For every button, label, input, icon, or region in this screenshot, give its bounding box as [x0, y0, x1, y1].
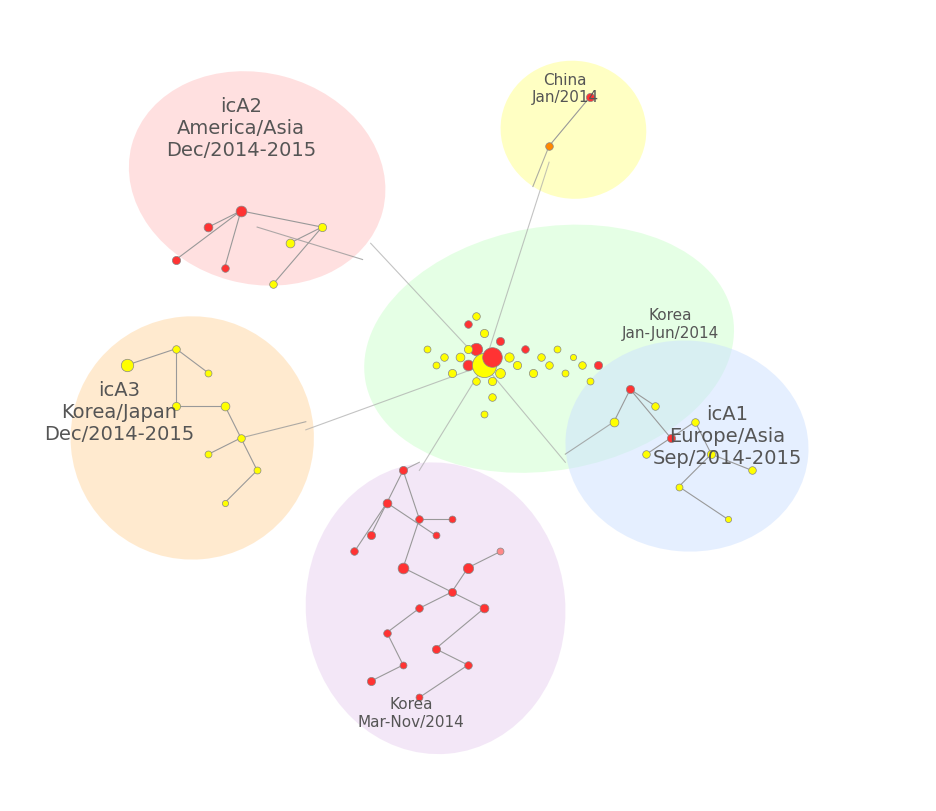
Point	[412, 691, 427, 704]
Point	[396, 561, 411, 574]
Point	[412, 513, 427, 526]
Point	[518, 342, 533, 355]
Point	[168, 342, 183, 355]
Text: icA2
America/Asia
Dec/2014-2015: icA2 America/Asia Dec/2014-2015	[166, 97, 316, 161]
Point	[744, 464, 759, 477]
Point	[566, 350, 581, 363]
Point	[720, 513, 735, 526]
Point	[282, 237, 297, 250]
Point	[314, 221, 329, 234]
Point	[549, 342, 564, 355]
Point	[217, 399, 232, 412]
Point	[509, 358, 524, 371]
Point	[250, 464, 265, 477]
Point	[347, 545, 362, 558]
Ellipse shape	[501, 61, 646, 199]
Point	[201, 221, 216, 234]
Point	[493, 367, 508, 380]
Point	[704, 448, 719, 461]
Point	[461, 561, 475, 574]
Point	[201, 367, 216, 380]
Point	[201, 448, 216, 461]
Text: icA3
Korea/Japan
Dec/2014-2015: icA3 Korea/Japan Dec/2014-2015	[44, 381, 195, 444]
Point	[639, 448, 654, 461]
Point	[461, 659, 475, 672]
Point	[445, 367, 460, 380]
Point	[582, 375, 597, 388]
Point	[445, 586, 460, 599]
Point	[493, 545, 508, 558]
Point	[542, 358, 557, 371]
Point	[607, 415, 622, 428]
Text: Korea
Jan-Jun/2014: Korea Jan-Jun/2014	[622, 308, 720, 341]
Point	[363, 675, 378, 688]
Ellipse shape	[565, 341, 809, 551]
Point	[461, 318, 475, 331]
Point	[542, 139, 557, 152]
Point	[622, 383, 637, 396]
Text: icA1
Europe/Asia
Sep/2014-2015: icA1 Europe/Asia Sep/2014-2015	[652, 406, 802, 469]
Point	[501, 350, 516, 363]
Point	[233, 204, 248, 217]
Point	[582, 91, 597, 104]
Point	[534, 350, 548, 363]
Point	[168, 253, 183, 266]
Point	[436, 350, 451, 363]
Point	[396, 659, 411, 672]
Text: Korea
Mar-Nov/2014: Korea Mar-Nov/2014	[358, 697, 464, 730]
Point	[647, 399, 662, 412]
Point	[428, 642, 443, 655]
Point	[493, 334, 508, 347]
Point	[476, 358, 491, 371]
Ellipse shape	[306, 462, 565, 754]
Point	[574, 358, 589, 371]
Point	[476, 326, 491, 339]
Point	[469, 375, 484, 388]
Point	[591, 358, 606, 371]
Point	[476, 407, 491, 420]
Point	[379, 496, 394, 509]
Point	[688, 415, 703, 428]
Point	[671, 480, 686, 493]
Ellipse shape	[70, 316, 314, 560]
Point	[428, 529, 443, 542]
Point	[452, 350, 467, 363]
Point	[412, 602, 427, 615]
Point	[485, 375, 500, 388]
Point	[664, 431, 679, 444]
Point	[420, 342, 435, 355]
Point	[525, 367, 540, 380]
Text: China
Jan/2014: China Jan/2014	[532, 73, 599, 105]
Point	[485, 350, 500, 363]
Ellipse shape	[129, 71, 386, 285]
Point	[233, 431, 248, 444]
Point	[217, 261, 232, 274]
Point	[469, 310, 484, 323]
Point	[396, 464, 411, 477]
Point	[363, 529, 378, 542]
Point	[445, 513, 460, 526]
Point	[379, 626, 394, 639]
Ellipse shape	[364, 225, 734, 473]
Point	[485, 391, 500, 404]
Point	[428, 358, 443, 371]
Point	[461, 358, 475, 371]
Point	[469, 342, 484, 355]
Point	[168, 399, 183, 412]
Point	[266, 277, 281, 290]
Point	[558, 367, 573, 380]
Point	[120, 358, 135, 371]
Point	[476, 602, 491, 615]
Point	[461, 342, 475, 355]
Point	[217, 496, 232, 509]
